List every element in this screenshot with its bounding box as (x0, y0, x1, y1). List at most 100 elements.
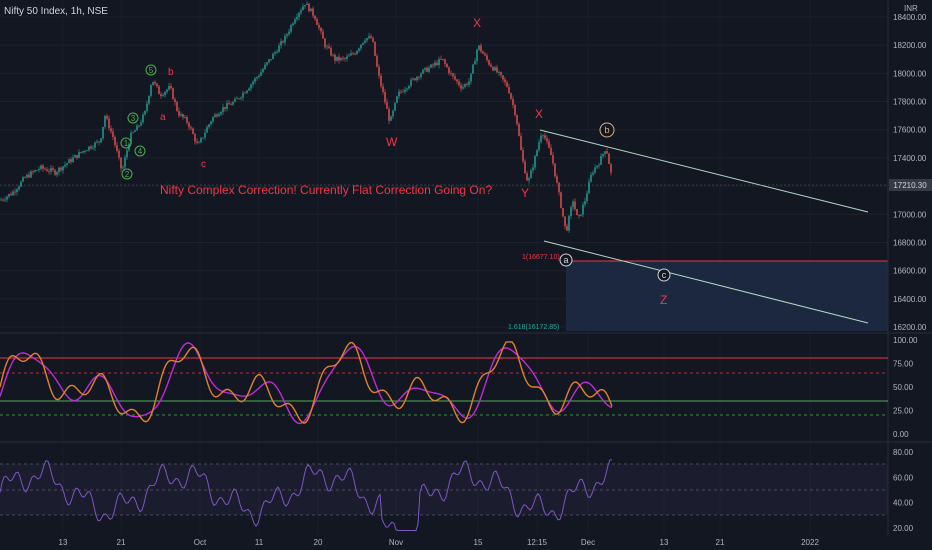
candle-body (540, 135, 542, 143)
currency-label: INR (904, 4, 918, 13)
candle-body (86, 150, 88, 152)
svg-text:4: 4 (138, 147, 143, 156)
candle-body (262, 69, 264, 73)
candle-body (210, 121, 212, 125)
candle-body (544, 135, 546, 139)
candle-body (390, 116, 392, 121)
candle-body (136, 125, 138, 131)
candle-body (270, 59, 272, 60)
candle-body (354, 53, 356, 55)
rsi-tick-label: 20.00 (893, 524, 914, 533)
candle-body (528, 178, 530, 181)
candle-body (276, 52, 278, 53)
candle-body (434, 62, 436, 66)
candle-body (406, 88, 408, 90)
candle-body (246, 90, 248, 94)
candle-body (512, 98, 514, 105)
candle-body (78, 152, 80, 158)
symbol-header[interactable]: Nifty 50 Index, 1h, NSE (4, 6, 108, 17)
candle-body (310, 8, 312, 12)
candle-body (268, 59, 270, 63)
candle-body (234, 99, 236, 102)
candle-body (282, 41, 284, 43)
candle-body (584, 201, 586, 205)
candle-body (160, 94, 162, 96)
price-tick-label: 17800.00 (893, 98, 927, 107)
candle-body (64, 164, 66, 167)
stoch-tick-label: 50.00 (893, 383, 914, 392)
wave-label-y: Y (521, 186, 529, 200)
candle-body (478, 45, 480, 50)
candle-body (240, 97, 242, 99)
candle-body (196, 141, 198, 143)
candle-body (586, 193, 588, 202)
candle-body (552, 155, 554, 164)
candle-body (264, 64, 266, 70)
candle-body (374, 41, 376, 56)
candle-body (140, 122, 142, 126)
candle-body (96, 141, 98, 143)
candle-body (154, 81, 156, 84)
candle-body (410, 79, 412, 86)
candle-body (230, 104, 232, 106)
candle-body (422, 69, 424, 74)
candle-body (524, 161, 526, 174)
candle-body (534, 156, 536, 168)
candle-body (474, 61, 476, 65)
candle-body (392, 110, 394, 117)
candle-body (530, 170, 532, 179)
candle-body (180, 114, 182, 116)
candle-body (48, 171, 50, 173)
candle-body (248, 88, 250, 91)
candle-body (204, 132, 206, 138)
candle-body (384, 92, 386, 103)
candle-body (292, 23, 294, 25)
candle-body (120, 157, 122, 169)
candle-body (514, 104, 516, 115)
candle-body (312, 8, 314, 16)
candle-body (250, 84, 252, 89)
candle-body (186, 117, 188, 123)
candle-body (518, 124, 520, 136)
candle-body (288, 31, 290, 35)
candle-body (18, 186, 20, 190)
candle-body (382, 86, 384, 93)
candle-body (404, 89, 406, 92)
candle-body (84, 150, 86, 152)
time-tick-label: 2022 (801, 538, 819, 547)
wave-label-x-2: X (535, 107, 543, 121)
candle-body (70, 159, 72, 162)
candle-body (576, 209, 578, 216)
candle-body (98, 141, 100, 143)
svg-text:1: 1 (124, 139, 129, 148)
candle-body (504, 79, 506, 83)
rsi-tick-label: 80.00 (893, 448, 914, 457)
candle-body (344, 58, 346, 59)
candle-body (260, 72, 262, 76)
stoch-d-line (0, 342, 613, 425)
candle-body (338, 56, 340, 61)
time-tick-label: 21 (716, 538, 725, 547)
candle-body (296, 16, 298, 20)
candle-body (428, 67, 430, 72)
price-tick-label: 16600.00 (893, 267, 927, 276)
candle-body (252, 81, 254, 85)
candle-body (36, 170, 38, 171)
candle-body (352, 53, 354, 55)
time-tick-label: 15 (474, 538, 483, 547)
candle-body (256, 77, 258, 79)
candle-body (90, 146, 92, 149)
candle-body (432, 64, 434, 66)
candle-body (42, 165, 44, 169)
candle-body (610, 163, 612, 173)
stoch-k-line (0, 341, 613, 424)
candle-body (332, 54, 334, 56)
candle-body (476, 49, 478, 62)
candle-body (502, 75, 504, 80)
candle-body (550, 147, 552, 156)
candle-body (366, 38, 368, 41)
candle-body (190, 127, 192, 129)
candle-body (168, 85, 170, 90)
time-tick-label: 13 (660, 538, 669, 547)
